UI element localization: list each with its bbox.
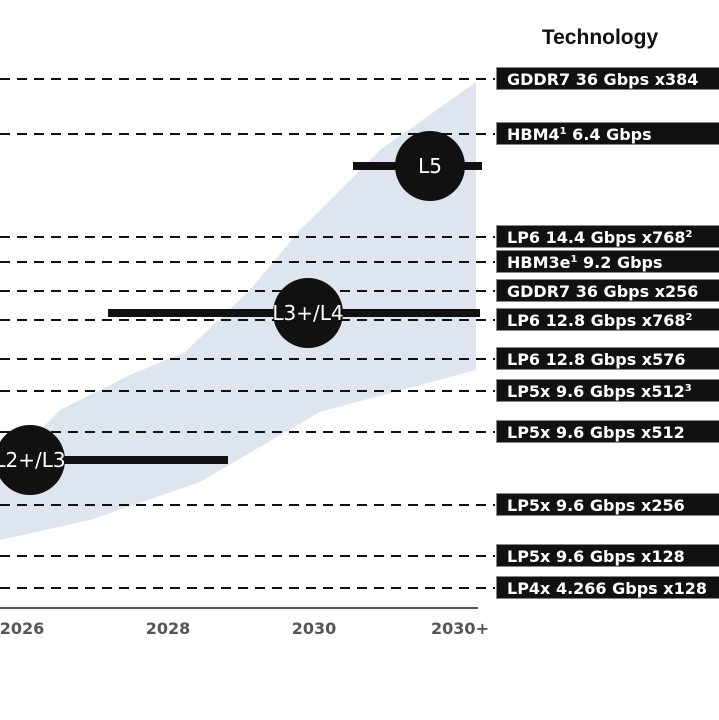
technology-label: LP5x 9.6 Gbps x256 [496, 493, 719, 516]
x-tick-label: 2028 [145, 619, 191, 638]
level-marker [395, 131, 465, 201]
level-label: L5 [418, 154, 442, 178]
level-marker [0, 425, 65, 495]
level-label: L2+/L3 [0, 448, 66, 472]
technology-label: HBM41 6.4 Gbps [496, 122, 719, 145]
technology-label: LP5x 9.6 Gbps x512 [496, 420, 719, 443]
level-label: L3+/L4 [272, 301, 343, 325]
technology-label: GDDR7 36 Gbps x256 [496, 279, 719, 302]
level-marker [273, 278, 343, 348]
technology-label: LP4x 4.266 Gbps x128 [496, 576, 719, 599]
technology-label: LP6 12.8 Gbps x7682 [496, 308, 719, 331]
technology-label: HBM3e1 9.2 Gbps [496, 250, 719, 273]
x-tick-label: 2026 [0, 619, 45, 638]
x-tick-label: 2030 [291, 619, 337, 638]
technology-label: LP5x 9.6 Gbps x128 [496, 544, 719, 567]
x-tick-label: 2030+ [431, 619, 489, 638]
legend-title: Technology [541, 26, 659, 49]
technology-label: GDDR7 36 Gbps x384 [496, 67, 719, 90]
technology-label: LP6 12.8 Gbps x576 [496, 347, 719, 370]
technology-label: LP5x 9.6 Gbps x5123 [496, 379, 719, 402]
technology-label: LP6 14.4 Gbps x7682 [496, 225, 719, 248]
